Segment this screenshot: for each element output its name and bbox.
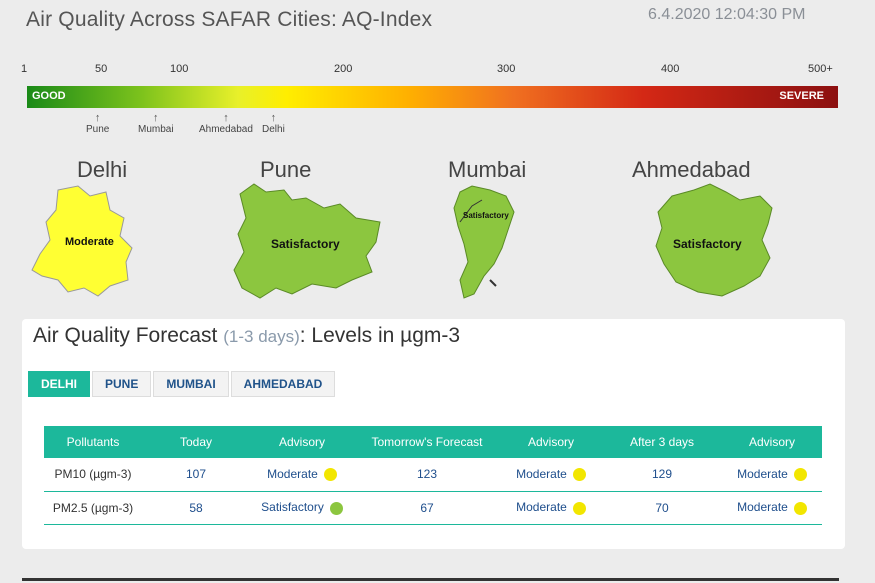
- scale-tick: 100: [170, 63, 189, 75]
- column-header: Advisory: [748, 435, 795, 449]
- table-header-row: Pollutants Today Advisory Tomorrow's For…: [44, 426, 822, 458]
- advisory-cell: Moderate: [500, 491, 602, 525]
- status-dot-icon: [329, 501, 343, 515]
- pollutant-cell: PM2.5 (µgm-3): [44, 491, 142, 525]
- today-cell: 107: [142, 458, 250, 492]
- status-dot-icon: [572, 501, 586, 515]
- tab-mumbai[interactable]: MUMBAI: [153, 371, 229, 397]
- scale-tick: 200: [334, 63, 353, 75]
- advisory-cell: Moderate: [500, 458, 602, 492]
- marker-delhi: ↑ Delhi: [262, 112, 285, 135]
- after3-cell: 70: [602, 491, 722, 525]
- page-title: Air Quality Across SAFAR Cities: AQ-Inde…: [26, 8, 433, 31]
- forecast-subtitle: (1-3 days): [223, 327, 300, 346]
- scale-tick: 300: [497, 63, 516, 75]
- arrow-up-icon: ↑: [94, 112, 101, 124]
- after3-cell: 129: [602, 458, 722, 492]
- pune-status: Satisfactory: [271, 237, 340, 251]
- city-name-pune: Pune: [260, 157, 312, 182]
- arrow-up-icon: ↑: [153, 112, 159, 124]
- marker-mumbai: ↑ Mumbai: [138, 112, 174, 135]
- delhi-status: Moderate: [65, 236, 114, 248]
- status-dot-icon: [323, 468, 337, 482]
- column-header: Advisory: [278, 435, 325, 449]
- severe-label: SEVERE: [779, 90, 824, 102]
- status-dot-icon: [793, 468, 807, 482]
- table-row: PM10 (µgm-3) 107 Moderate 123 Moderate 1…: [44, 458, 822, 492]
- status-dot-icon: [793, 501, 807, 515]
- advisory-cell: Moderate: [722, 491, 822, 525]
- pollutant-cell: PM10 (µgm-3): [44, 458, 142, 492]
- column-header: Tomorrow's Forecast: [371, 435, 483, 449]
- status-dot-icon: [572, 468, 586, 482]
- forecast-title: Air Quality Forecast (1-3 days): Levels …: [33, 324, 461, 347]
- tomorrow-cell: 123: [354, 458, 500, 492]
- column-header: Pollutants: [66, 435, 120, 449]
- table-row: PM2.5 (µgm-3) 58 Satisfactory 67 Moderat…: [44, 491, 822, 525]
- city-name-delhi: Delhi: [77, 157, 128, 182]
- aqi-gradient-bar: GOOD SEVERE: [27, 86, 838, 108]
- arrow-up-icon: ↑: [270, 112, 277, 124]
- tab-ahmedabad[interactable]: AHMEDABAD: [230, 371, 336, 397]
- advisory-cell: Satisfactory: [250, 491, 354, 525]
- forecast-card: Air Quality Forecast (1-3 days): Levels …: [22, 319, 845, 549]
- pune-map-icon[interactable]: [232, 180, 384, 300]
- city-tabs: DELHI PUNE MUMBAI AHMEDABAD: [28, 371, 337, 397]
- scale-tick: 400: [661, 63, 680, 75]
- mumbai-map-icon[interactable]: [450, 182, 520, 302]
- scale-tick: 500+: [808, 63, 833, 75]
- column-header: Today: [179, 435, 213, 449]
- column-header: Advisory: [527, 435, 574, 449]
- column-header: After 3 days: [629, 435, 695, 449]
- forecast-table: Pollutants Today Advisory Tomorrow's For…: [44, 426, 822, 525]
- divider: [22, 578, 839, 581]
- ahmedabad-status: Satisfactory: [673, 237, 742, 251]
- tomorrow-cell: 67: [354, 491, 500, 525]
- delhi-map-icon[interactable]: [28, 182, 140, 302]
- scale-tick: 1: [21, 63, 28, 75]
- today-cell: 58: [142, 491, 250, 525]
- marker-pune: ↑ Pune: [86, 112, 110, 135]
- tab-pune[interactable]: PUNE: [92, 371, 152, 397]
- timestamp: 6.4.2020 12:04:30 PM: [648, 6, 806, 23]
- good-label: GOOD: [32, 90, 66, 102]
- ahmedabad-map-icon[interactable]: [652, 182, 774, 302]
- arrow-up-icon: ↑: [223, 112, 229, 124]
- marker-ahmedabad: ↑ Ahmedabad: [199, 112, 253, 135]
- city-name-ahmedabad: Ahmedabad: [632, 157, 751, 182]
- advisory-cell: Moderate: [250, 458, 354, 492]
- mumbai-status: Satisfactory: [463, 211, 509, 220]
- city-name-mumbai: Mumbai: [448, 157, 527, 182]
- advisory-cell: Moderate: [722, 458, 822, 492]
- scale-tick: 50: [95, 63, 108, 75]
- tab-delhi[interactable]: DELHI: [28, 371, 90, 397]
